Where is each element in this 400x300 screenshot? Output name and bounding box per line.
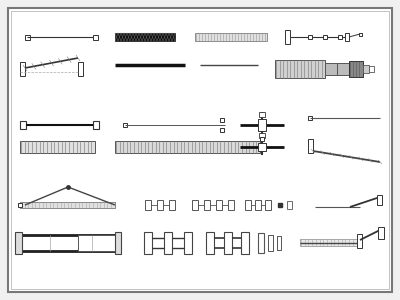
Bar	[308, 139, 313, 153]
Bar	[93, 121, 99, 129]
Bar	[184, 232, 192, 254]
Bar	[258, 143, 266, 151]
Bar	[287, 201, 292, 209]
Bar	[206, 232, 214, 254]
Bar	[325, 63, 337, 75]
Bar	[363, 65, 369, 73]
Bar	[285, 30, 290, 44]
Bar	[377, 195, 382, 205]
Bar	[216, 200, 222, 210]
Bar	[195, 33, 267, 41]
Bar	[345, 33, 349, 41]
Bar	[268, 235, 273, 251]
Bar	[204, 200, 210, 210]
Bar	[169, 200, 175, 210]
Bar	[378, 227, 384, 239]
Bar	[145, 200, 151, 210]
Bar	[92, 34, 98, 40]
Bar	[20, 202, 115, 208]
Bar	[192, 200, 198, 210]
Bar	[20, 141, 95, 153]
Bar	[265, 200, 271, 210]
Bar	[115, 232, 121, 254]
Bar	[115, 141, 260, 153]
Bar	[15, 232, 22, 254]
Bar	[357, 234, 362, 248]
Bar	[258, 119, 266, 131]
Bar	[123, 123, 127, 127]
Bar	[260, 137, 264, 141]
Bar	[277, 236, 281, 250]
Bar	[259, 133, 265, 138]
Bar	[275, 60, 325, 78]
Bar	[369, 66, 374, 72]
Bar	[241, 232, 249, 254]
Bar	[24, 34, 30, 40]
Bar	[349, 61, 363, 77]
Bar	[115, 33, 175, 41]
Bar	[308, 35, 312, 39]
Bar	[157, 200, 163, 210]
Bar	[78, 235, 115, 251]
Bar	[255, 200, 261, 210]
Bar	[224, 232, 232, 254]
Bar	[164, 232, 172, 254]
Bar	[144, 232, 152, 254]
Bar	[308, 116, 312, 120]
Bar	[220, 118, 224, 122]
Bar	[358, 32, 362, 35]
Bar	[259, 112, 265, 117]
Bar	[78, 62, 83, 76]
Bar	[20, 121, 26, 129]
Bar	[338, 35, 342, 39]
Bar	[258, 233, 264, 253]
Bar	[228, 200, 234, 210]
Bar	[245, 200, 251, 210]
Bar	[337, 63, 349, 75]
Bar	[220, 128, 224, 132]
Bar	[300, 239, 360, 246]
Bar	[18, 203, 22, 207]
Bar	[323, 35, 327, 39]
Bar	[20, 235, 115, 251]
Bar	[20, 62, 25, 76]
